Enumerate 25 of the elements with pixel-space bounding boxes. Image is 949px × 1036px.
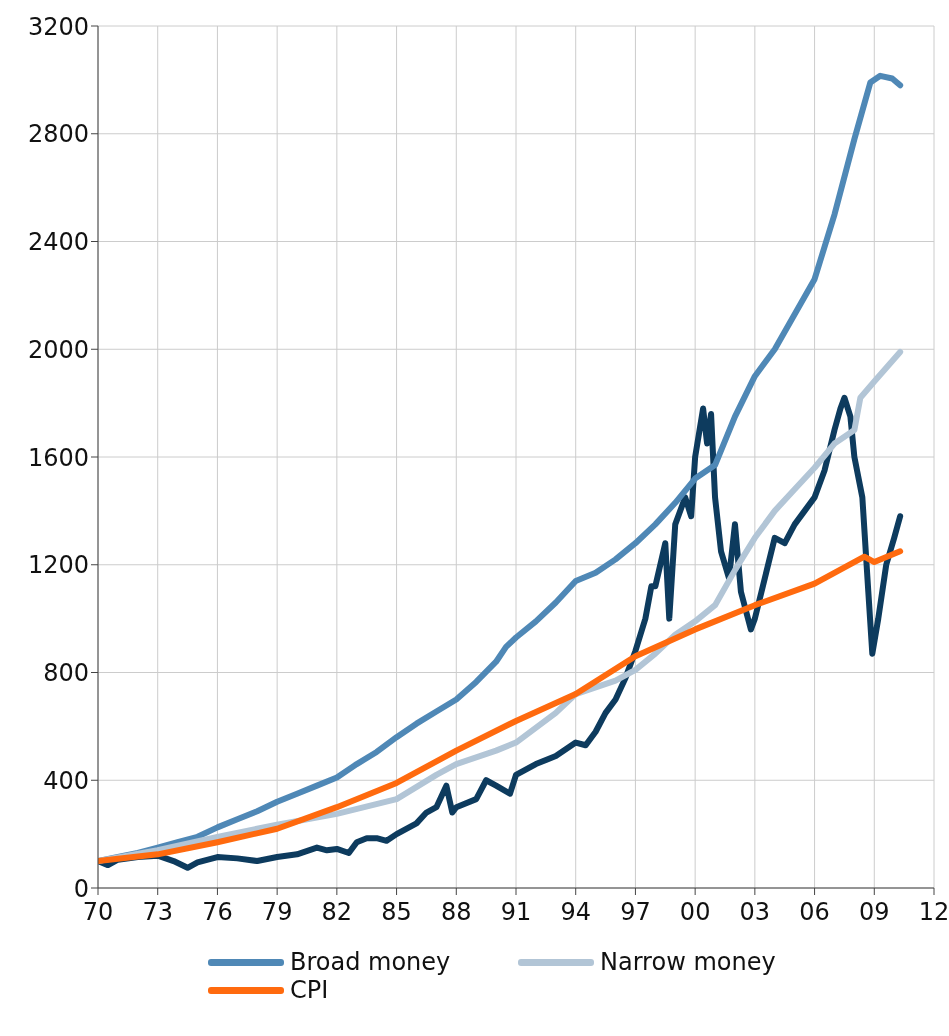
y-tick-label: 2400: [27, 228, 89, 257]
y-tick-label: 400: [43, 766, 89, 795]
x-tick-label: 91: [500, 898, 532, 927]
x-tick-label: 76: [202, 898, 233, 927]
x-tick-label: 85: [381, 898, 412, 927]
x-tick-label: 82: [321, 898, 353, 927]
legend-label: Broad money: [290, 948, 451, 976]
x-tick-label: 79: [261, 898, 293, 927]
x-tick-label: 73: [142, 898, 173, 927]
x-tick-label: 00: [679, 898, 711, 927]
y-tick-label: 2000: [27, 335, 89, 364]
x-tick-label: 03: [739, 898, 771, 927]
x-tick-label: 12: [918, 898, 949, 927]
y-tick-label: 3200: [27, 12, 89, 41]
x-tick-label: 97: [620, 898, 651, 927]
y-tick-label: 1600: [27, 443, 89, 472]
y-tick-label: 2800: [27, 120, 89, 149]
x-tick-label: 94: [560, 898, 591, 927]
legend-label: CPI: [290, 976, 329, 1004]
y-tick-label: 800: [43, 659, 89, 688]
y-tick-label: 1200: [27, 551, 89, 580]
x-tick-label: 06: [799, 898, 830, 927]
legend-label: Narrow money: [600, 948, 776, 976]
x-tick-label: 88: [441, 898, 472, 927]
x-tick-label: 09: [859, 898, 890, 927]
